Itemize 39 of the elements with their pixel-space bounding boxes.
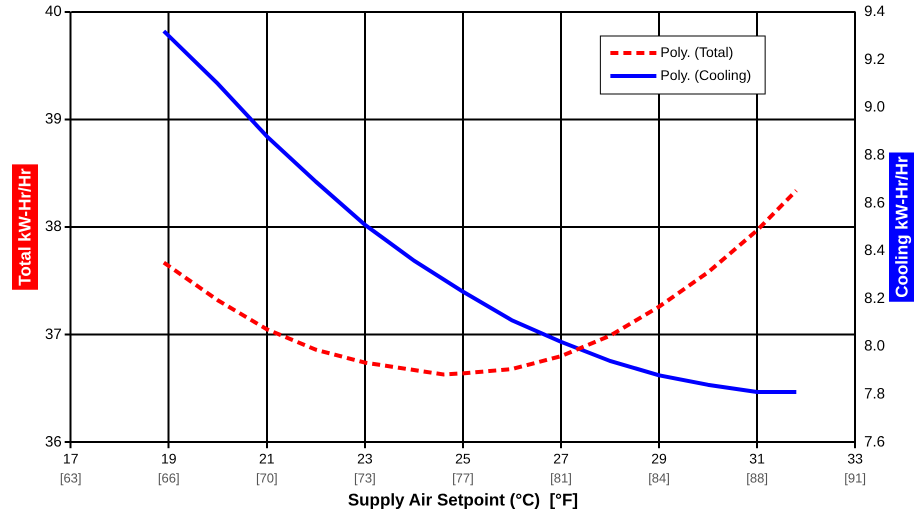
legend-label: Poly. (Cooling) [660,66,752,83]
x2-tick-label: [88] [746,470,768,486]
x-tick-label: 29 [651,450,668,466]
y2-tick-label: 8.4 [864,242,886,260]
y2-tick-label: 8.8 [864,146,886,164]
y2-axis-title: Cooling kW-Hr/Hr [892,156,912,298]
y-tick-label: 37 [44,326,62,343]
x2-tick-label: [63] [60,470,82,486]
y2-tick-label: 8.0 [864,338,886,355]
y2-tick-label: 9.4 [864,3,886,20]
x2-tick-label: [73] [354,470,376,486]
x-tick-label: 17 [62,450,79,466]
line-series [162,188,798,376]
x-tick-label: 23 [357,450,373,466]
x2-tick-label: [81] [550,470,572,486]
y2-tick-label: 7.8 [864,386,886,403]
y-tick-label: 39 [44,110,62,128]
x2-tick-label: [77] [452,470,474,486]
y2-tick-label: 8.2 [864,290,886,307]
y2-tick-label: 9.2 [864,50,886,68]
y-tick-label: 38 [44,218,62,236]
x-tick-label: 19 [160,450,177,466]
x2-tick-label: [84] [648,470,670,486]
y2-tick-label: 9.0 [864,98,886,116]
x-tick-label: 21 [259,450,275,466]
x2-tick-label: [91] [844,470,866,486]
y-tick-label: 36 [44,433,62,450]
x2-tick-label: [66] [158,470,180,486]
y2-tick-label: 7.6 [864,433,886,450]
x2-tick-label: [70] [256,470,278,486]
y-axis-title: Total kW-Hr/Hr [16,168,35,286]
x-tick-label: 25 [455,450,471,466]
x-axis-title: Supply Air Setpoint (°C) [°F] [348,490,578,510]
y-tick-label: 40 [44,3,62,20]
x-tick-label: 27 [553,450,569,466]
legend-label: Poly. (Total) [660,44,734,60]
y2-tick-label: 8.6 [864,194,886,212]
x-tick-label: 33 [847,450,864,466]
x-tick-label: 31 [749,450,766,466]
